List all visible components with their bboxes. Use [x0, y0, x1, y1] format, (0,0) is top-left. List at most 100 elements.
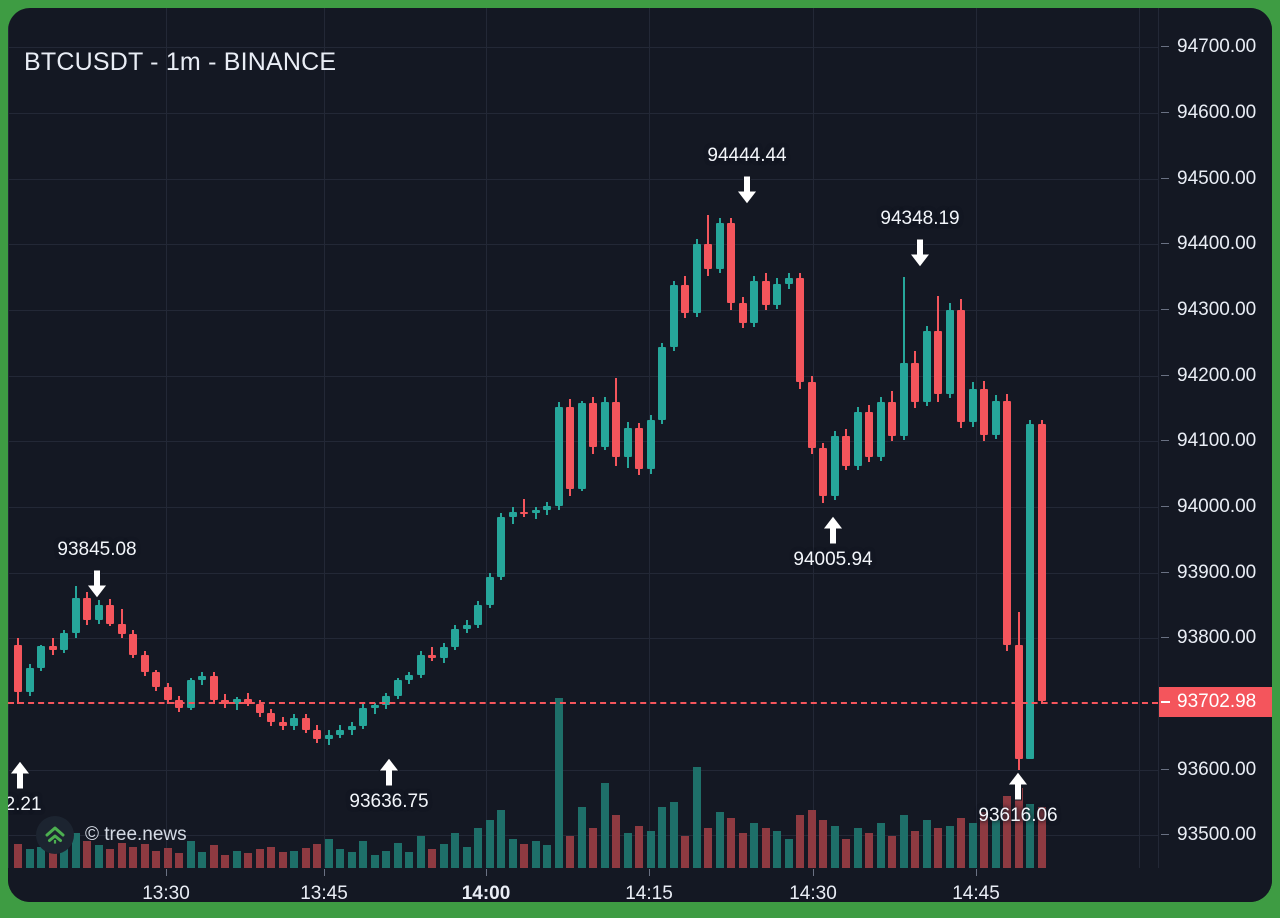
gridline-horizontal: [8, 113, 1158, 115]
gridline-horizontal: [8, 769, 1158, 771]
volume-bar: [566, 836, 574, 868]
time-axis-label: 14:45: [952, 883, 1000, 902]
candlestick: [117, 8, 126, 868]
candlestick: [474, 8, 482, 868]
volume-bar: [658, 806, 666, 868]
candlestick: [911, 8, 919, 868]
candle-body: [462, 625, 471, 630]
price-axis-tick: 93600.00: [1159, 757, 1272, 783]
volume-bar: [428, 849, 436, 868]
volume-bar: [727, 817, 735, 868]
annotation-label: 94348.19: [880, 208, 960, 230]
volume-bar: [48, 852, 57, 868]
volume-bar: [152, 850, 160, 868]
time-axis-label: 13:45: [300, 883, 348, 902]
candlestick: [209, 8, 218, 868]
volume-bar: [37, 846, 45, 868]
tick-dash: [1161, 768, 1169, 770]
candle-body: [945, 309, 954, 394]
gridline-vertical: [976, 8, 977, 868]
badge-dash: [1161, 700, 1170, 703]
volume-bar: [888, 836, 896, 868]
volume-bar: [221, 854, 229, 868]
volume-bar: [278, 852, 287, 868]
candlestick: [232, 8, 241, 868]
candle-body: [416, 655, 425, 675]
candlestick: [646, 8, 655, 868]
candle-body: [577, 403, 586, 489]
volume-bar: [94, 845, 103, 868]
gridline-horizontal: [8, 309, 1158, 311]
candlestick: [1014, 8, 1023, 868]
volume-bar: [462, 846, 471, 868]
candlestick: [899, 8, 908, 868]
volume-bar: [865, 833, 873, 868]
candle-body: [451, 629, 459, 648]
time-axis-tickmark: [166, 869, 167, 876]
volume-bar: [336, 849, 344, 868]
candlestick: [842, 8, 850, 868]
price-axis[interactable]: 94700.00 94600.00 94500.00 94400.00 94300.00…: [1158, 8, 1272, 902]
volume-bar: [393, 842, 402, 868]
tick-dash: [1161, 112, 1169, 114]
volume-bar: [980, 812, 988, 868]
time-axis[interactable]: [8, 868, 1272, 902]
candle-body: [106, 605, 114, 624]
candle-wick: [902, 277, 905, 440]
gridline-vertical: [486, 8, 487, 868]
candlestick: [278, 8, 287, 868]
candlestick: [313, 8, 321, 868]
candlestick: [934, 8, 942, 868]
tick-dash: [1161, 505, 1169, 507]
candlestick: [612, 8, 620, 868]
volume-bar: [796, 814, 804, 868]
candle-wick: [373, 702, 376, 715]
candle-body: [37, 646, 45, 668]
candle-body: [497, 517, 505, 577]
candle-body: [83, 597, 91, 620]
candle-body: [48, 646, 57, 651]
candle-body: [485, 576, 494, 606]
candlestick: [428, 8, 436, 868]
volume-bar: [244, 853, 252, 868]
volume-bar: [600, 783, 609, 868]
volume-bar: [209, 845, 218, 868]
volume-bar: [1026, 804, 1034, 868]
price-plot-area[interactable]: 93845.08 32.21 93636.75 94444.44 94005.94 943…: [8, 8, 1158, 868]
candle-wick: [120, 608, 123, 639]
volume-bar: [232, 850, 241, 868]
volume-bar: [945, 825, 954, 868]
candlestick: [531, 8, 540, 868]
candlestick: [1003, 8, 1011, 868]
candlestick: [819, 8, 827, 868]
candlestick: [497, 8, 505, 868]
volume-bar: [738, 833, 747, 868]
current-price-badge[interactable]: 93702.98: [1159, 686, 1272, 717]
volume-bar: [83, 841, 91, 868]
candlestick: [669, 8, 678, 868]
volume-bar: [485, 820, 494, 868]
chart-title: BTCUSDT - 1m - BINANCE: [24, 48, 337, 76]
candlestick: [163, 8, 172, 868]
candle-body: [635, 428, 643, 469]
candle-body: [405, 674, 413, 681]
volume-bar: [267, 846, 275, 868]
annotation-label: 94005.94: [793, 549, 873, 571]
candlestick: [244, 8, 252, 868]
tick-dash: [1161, 637, 1169, 639]
volume-bar: [382, 850, 390, 868]
candlestick: [715, 8, 724, 868]
candle-body: [152, 672, 160, 687]
candle-body: [474, 605, 482, 626]
candlestick: [658, 8, 666, 868]
candle-body: [1037, 424, 1046, 702]
tick-dash: [1161, 243, 1169, 245]
gridline-horizontal: [8, 638, 1158, 640]
volume-bar: [761, 828, 770, 868]
volume-bar: [842, 838, 850, 868]
candlestick: [635, 8, 643, 868]
candle-body: [784, 278, 793, 284]
candle-body: [819, 447, 827, 497]
volume-bar: [497, 809, 505, 868]
candlestick: [255, 8, 264, 868]
